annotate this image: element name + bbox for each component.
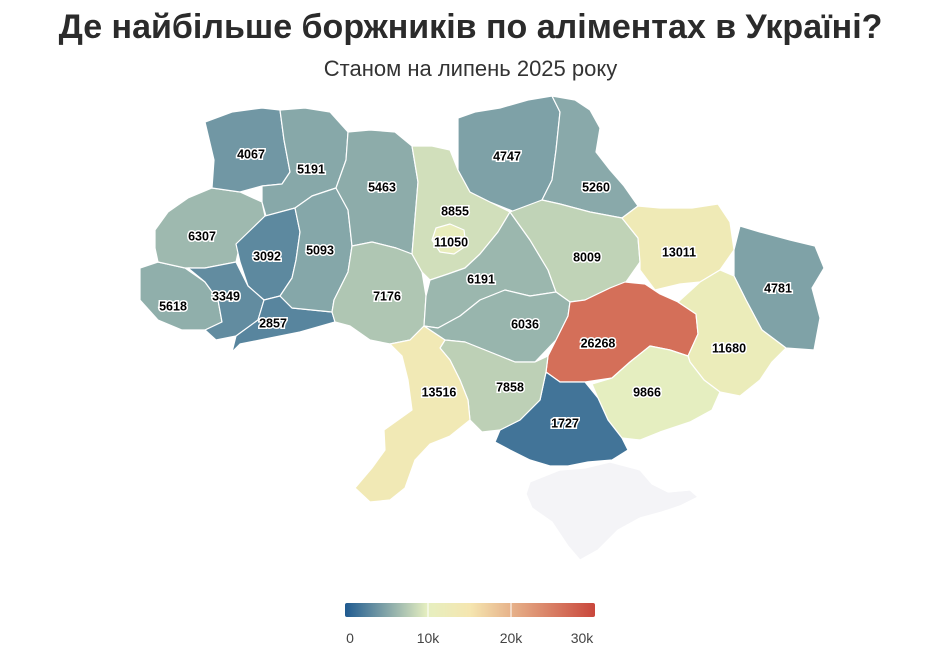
region-value-label-cherkasy: 6191 [467, 272, 495, 286]
region-value-label-ternopil: 3092 [253, 249, 281, 263]
region-value-label-kherson: 1727 [551, 416, 579, 430]
region-value-label-donetsk: 11680 [712, 341, 746, 355]
region-value-label-odesa: 13516 [422, 385, 457, 399]
page-subtitle: Станом на липень 2025 року [323, 56, 618, 81]
region-value-label-vinnytsia: 7176 [373, 289, 401, 303]
region-value-label-kirovohrad: 6036 [511, 317, 539, 331]
region-value-label-zhytomyr: 5463 [368, 180, 396, 194]
region-value-label-mykolaiv: 7858 [496, 380, 524, 394]
region-value-label-sumy: 5260 [582, 180, 610, 194]
region-value-label-luhansk: 4781 [764, 281, 792, 295]
legend-tick-label-10k: 10k [417, 630, 441, 646]
region-value-label-rivne: 5191 [297, 162, 325, 176]
region-value-label-kyiv-city: 11050 [434, 235, 468, 249]
legend-color-bar [345, 603, 595, 617]
region-kyiv-city[interactable] [431, 223, 467, 255]
region-value-label-chernivtsi: 2857 [259, 316, 287, 330]
region-value-label-chernihiv: 4747 [493, 149, 521, 163]
region-value-label-khmelnytskyi: 5093 [306, 243, 334, 257]
region-labels-layer: 4067 5191 5463 8855 11050 4747 5260 6307 3092 509… [158, 146, 794, 432]
region-crimea[interactable] [525, 461, 699, 561]
legend-tick-label-20k: 20k [500, 630, 524, 646]
page-title: Де найбільше боржників по аліментах в Ук… [58, 8, 883, 46]
color-legend: 0 10k 20k 30k [345, 603, 595, 646]
region-value-label-ivano-frankivsk: 3349 [212, 289, 240, 303]
region-value-label-kharkiv: 13011 [662, 245, 696, 259]
legend-tick-label-0: 0 [346, 630, 354, 646]
region-value-label-dnipropetrovsk: 26268 [581, 336, 616, 350]
legend-tick-label-30k: 30k [571, 630, 595, 646]
region-value-label-kyiv-oblast: 8855 [441, 204, 469, 218]
region-odesa[interactable] [354, 325, 471, 503]
region-value-label-volyn: 4067 [237, 147, 265, 161]
region-value-label-zakarpattia: 5618 [159, 299, 187, 313]
region-donetsk[interactable] [677, 269, 787, 397]
region-value-label-zaporizhzhia: 9866 [633, 385, 661, 399]
region-value-label-poltava: 8009 [573, 250, 601, 264]
regions-layer [139, 95, 825, 561]
region-value-label-lviv: 6307 [188, 229, 216, 243]
